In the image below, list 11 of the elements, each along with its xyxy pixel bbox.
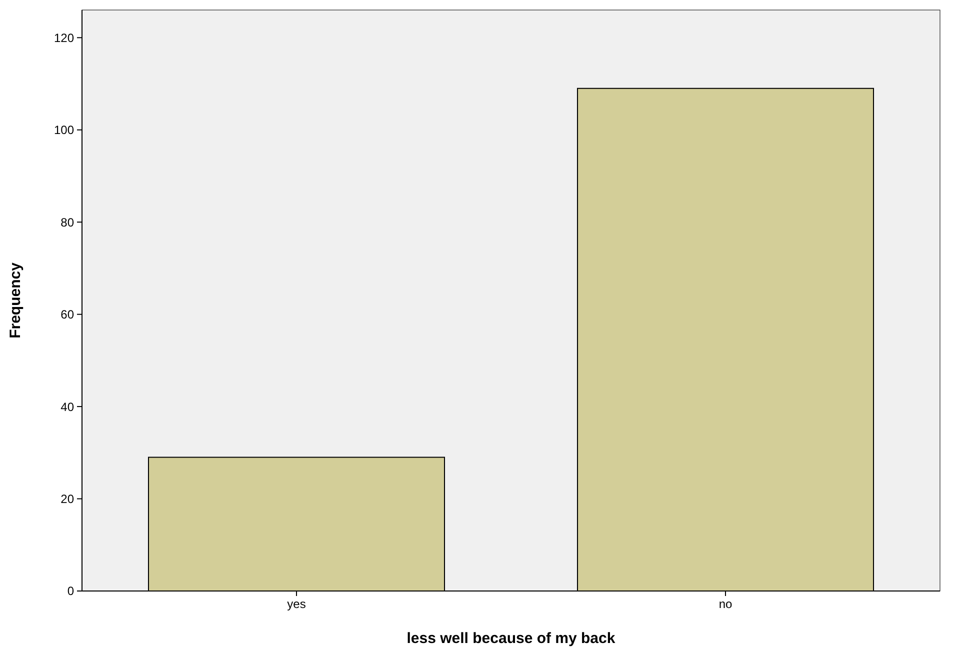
x-tick-label: no — [718, 597, 732, 611]
y-tick-label: 80 — [60, 215, 74, 230]
x-axis-title: less well because of my back — [406, 630, 616, 647]
y-axis-title: Frequency — [7, 262, 24, 338]
y-tick-label: 120 — [54, 30, 74, 45]
y-tick-label: 40 — [60, 400, 74, 414]
y-tick-label: 0 — [67, 584, 74, 598]
y-tick-label: 100 — [54, 123, 74, 138]
x-tick-label: yes — [287, 597, 306, 611]
y-tick-label: 60 — [60, 308, 74, 322]
y-tick-label: 20 — [60, 492, 74, 506]
